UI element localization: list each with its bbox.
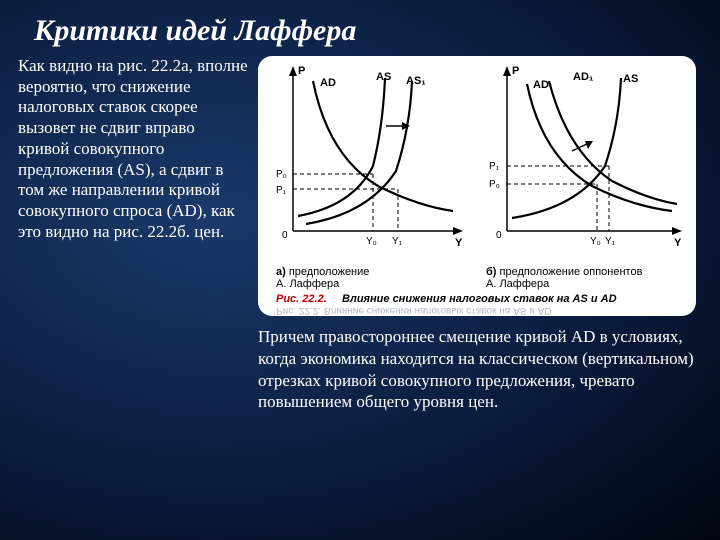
p1-label-b: P₁	[489, 161, 500, 172]
panel-captions: а) предположениеА. Лаффера б) предположе…	[258, 266, 696, 290]
slide-title: Критики идей Лаффера	[0, 0, 720, 56]
fig-text: Влияние снижения налоговых ставок на AS …	[342, 293, 617, 305]
panel-b-prefix: б)	[486, 266, 496, 278]
y1-label-b: Y₁	[605, 236, 616, 247]
as-label: AS	[376, 71, 391, 83]
content-area: Как видно на рис. 22.2а, вполне вероятно…	[0, 56, 720, 413]
y1-label: Y₁	[392, 236, 403, 247]
bottom-paragraph: Причем правостороннее смещение кривой AD…	[258, 326, 698, 413]
y0-label-b: Y₀	[590, 236, 601, 247]
as1-label: AS₁	[406, 75, 426, 87]
figure-caption-mirror: Рис. 22.2. Влияние снижения налоговых ст…	[258, 305, 696, 316]
right-column: P Y 0 AD AS AS₁	[258, 56, 702, 413]
panel-a-caption: предположениеА. Лаффера	[276, 266, 369, 290]
fig-label: Рис. 22.2.	[276, 293, 327, 305]
as-label-b: AS	[623, 73, 638, 85]
p1-label: P₁	[276, 185, 287, 196]
origin-label: 0	[282, 230, 288, 241]
p0-label-b: P₀	[489, 179, 500, 190]
figure-caption: Рис. 22.2. Влияние снижения налоговых ст…	[258, 290, 696, 305]
ad-label-b: AD	[533, 79, 549, 91]
ad1-label-b: AD₁	[573, 71, 594, 83]
ad-label: AD	[320, 77, 336, 89]
panel-b: P Y 0 AD AD₁ AS	[477, 56, 696, 266]
left-paragraph: Как видно на рис. 22.2а, вполне вероятно…	[18, 56, 248, 413]
p0-label: P₀	[276, 169, 287, 180]
figure-box: P Y 0 AD AS AS₁	[258, 56, 696, 316]
panel-b-caption: предположение оппонентовА. Лаффера	[486, 266, 642, 290]
axis-p-label: P	[298, 65, 305, 77]
axis-y-label: Y	[455, 237, 463, 249]
axis-p-label-b: P	[512, 65, 519, 77]
panel-a-prefix: а)	[276, 266, 286, 278]
y0-label: Y₀	[366, 236, 377, 247]
axis-y-label-b: Y	[674, 237, 682, 249]
origin-label-b: 0	[496, 230, 502, 241]
panel-a: P Y 0 AD AS AS₁	[258, 56, 477, 266]
